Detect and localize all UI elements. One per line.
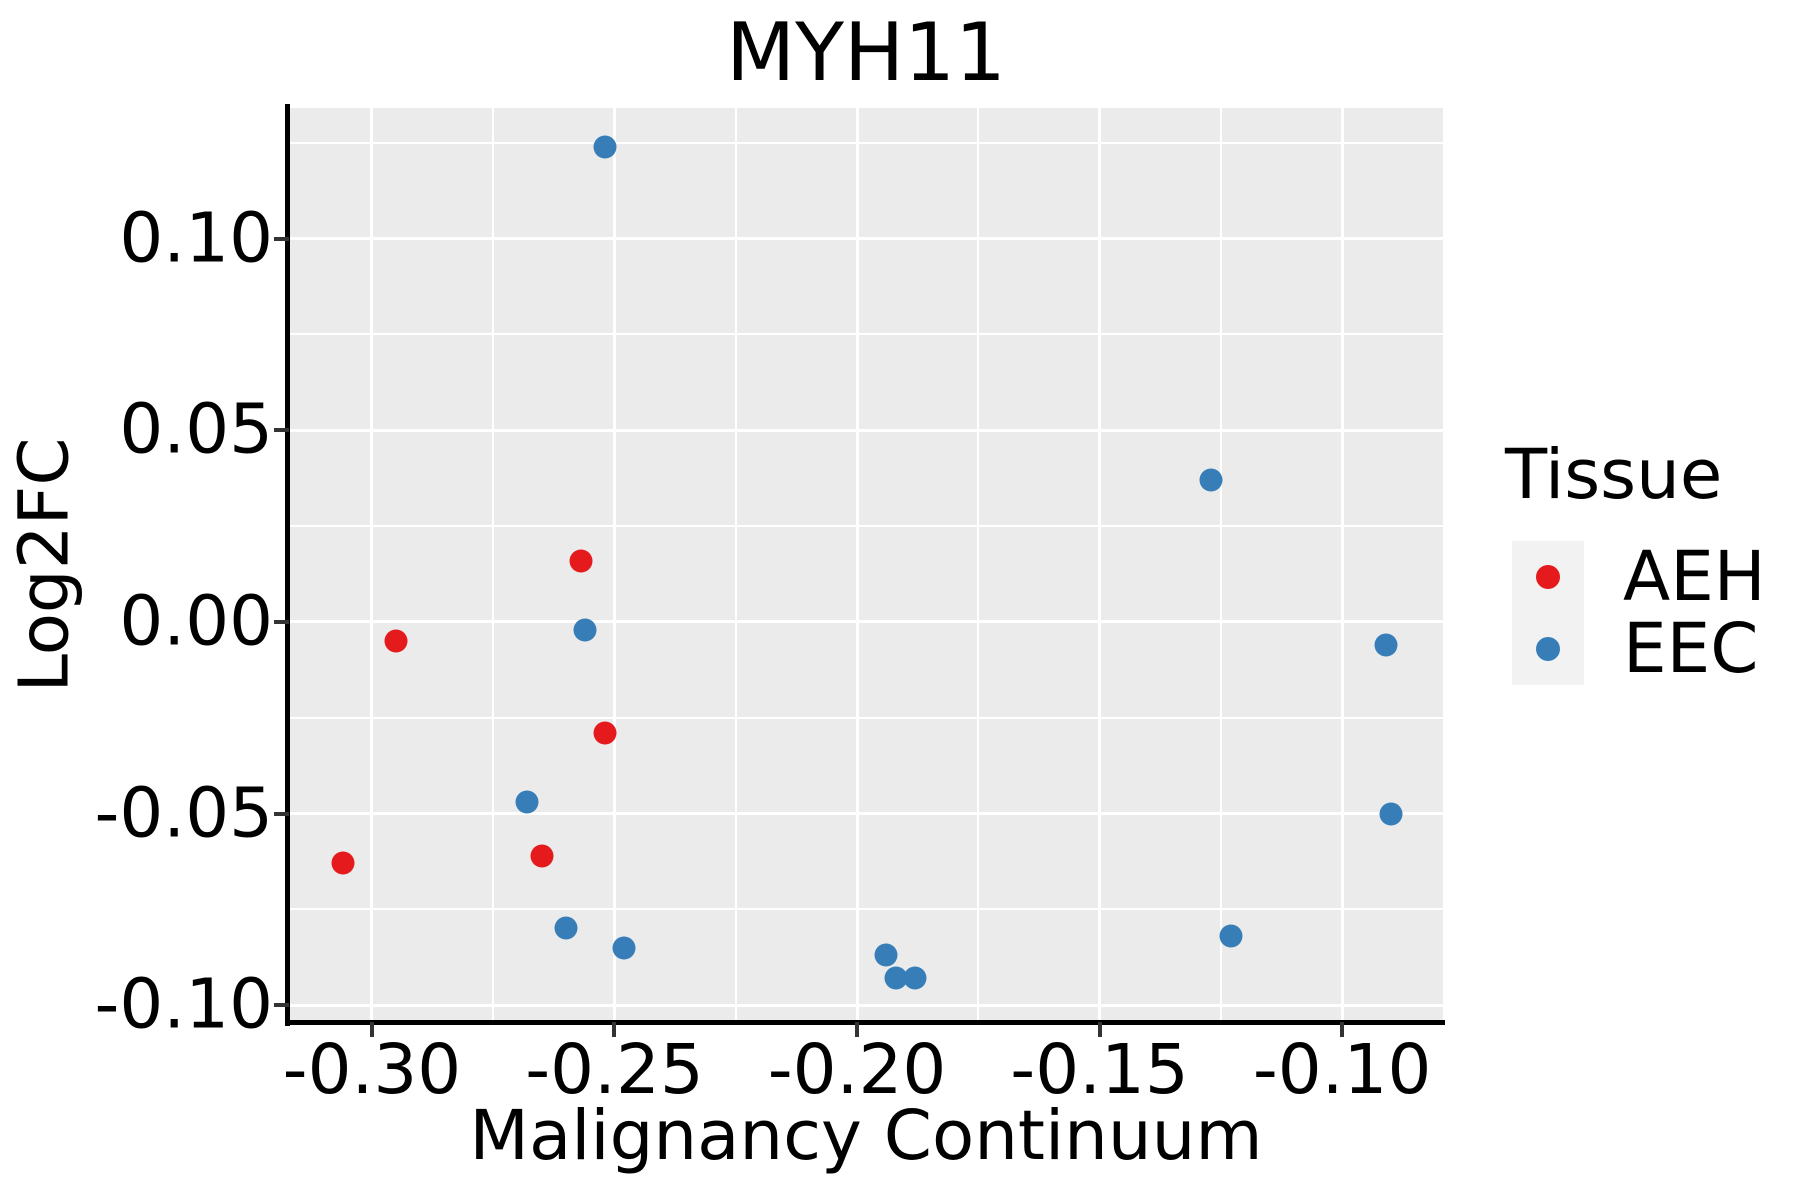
- minor-gridline-y: [289, 525, 1443, 528]
- data-point-eec: [612, 936, 636, 960]
- x-tick-mark: [1340, 1022, 1345, 1037]
- y-tick-mark: [274, 619, 289, 624]
- legend-key-box: [1512, 541, 1584, 613]
- legend-item-eec: EEC: [1512, 613, 1766, 685]
- legend-item-label: EEC: [1623, 609, 1759, 689]
- data-point-eec: [884, 966, 908, 990]
- x-tick-mark: [1097, 1022, 1102, 1037]
- data-point-aeh: [384, 629, 408, 653]
- major-gridline-x: [855, 108, 859, 1022]
- y-axis-title: Log2FC: [4, 437, 85, 693]
- data-point-eec: [593, 135, 617, 159]
- legend: Tissue AEH EEC: [1505, 437, 1766, 685]
- y-tick-label: 0.05: [119, 389, 273, 470]
- minor-gridline-y: [289, 141, 1443, 144]
- x-tick-mark: [855, 1022, 860, 1037]
- major-gridline-y: [289, 1003, 1443, 1007]
- x-tick-mark: [369, 1022, 374, 1037]
- legend-title: Tissue: [1505, 435, 1723, 515]
- data-point-aeh: [331, 851, 355, 875]
- minor-gridline-x: [977, 108, 980, 1022]
- x-tick-label: -0.30: [282, 1030, 462, 1110]
- data-point-aeh: [569, 549, 593, 573]
- legend-marker-eec: [1536, 637, 1560, 661]
- plot-area: [289, 108, 1443, 1022]
- y-tick-label: 0.10: [119, 198, 273, 279]
- major-gridline-y: [289, 812, 1443, 816]
- x-axis-title: Malignancy Continuum: [469, 1096, 1263, 1176]
- minor-gridline-x: [1219, 108, 1222, 1022]
- major-gridline-y: [289, 237, 1443, 241]
- major-gridline-x: [1340, 108, 1344, 1022]
- x-axis-spine: [285, 1020, 1445, 1025]
- major-gridline-x: [612, 108, 616, 1022]
- y-tick-mark: [274, 236, 289, 241]
- plot-title: MYH11: [726, 6, 1006, 99]
- data-point-eec: [1199, 468, 1223, 492]
- major-gridline-x: [370, 108, 374, 1022]
- x-tick-label: -0.10: [1252, 1030, 1432, 1110]
- y-tick-mark: [274, 1003, 289, 1008]
- minor-gridline-x: [492, 108, 495, 1022]
- minor-gridline-x: [734, 108, 737, 1022]
- data-point-eec: [554, 916, 578, 940]
- legend-key-box: [1512, 613, 1584, 685]
- data-point-aeh: [593, 721, 617, 745]
- data-point-eec: [874, 943, 898, 967]
- minor-gridline-y: [289, 908, 1443, 911]
- major-gridline-x: [1098, 108, 1102, 1022]
- y-tick-mark: [274, 811, 289, 816]
- minor-gridline-y: [289, 716, 1443, 719]
- data-point-eec: [1374, 633, 1398, 657]
- data-point-eec: [1379, 802, 1403, 826]
- legend-item-aeh: AEH: [1512, 541, 1766, 613]
- legend-item-label: AEH: [1623, 537, 1766, 617]
- x-tick-label: -0.15: [1010, 1030, 1189, 1110]
- data-point-aeh: [530, 844, 554, 868]
- x-tick-label: -0.20: [767, 1030, 947, 1110]
- data-point-eec: [515, 790, 539, 814]
- x-tick-mark: [612, 1022, 617, 1037]
- legend-marker-aeh: [1536, 565, 1560, 589]
- x-tick-label: -0.25: [525, 1030, 704, 1110]
- data-point-eec: [903, 966, 927, 990]
- data-point-eec: [573, 618, 597, 642]
- y-tick-label: 0.00: [119, 581, 273, 662]
- major-gridline-y: [289, 428, 1443, 432]
- major-gridline-y: [289, 620, 1443, 624]
- minor-gridline-y: [289, 333, 1443, 336]
- y-tick-label: -0.05: [94, 773, 273, 854]
- legend-items: AEH EEC: [1512, 541, 1766, 685]
- y-axis-spine: [285, 104, 290, 1026]
- y-tick-label: -0.10: [94, 964, 273, 1045]
- data-point-eec: [1219, 924, 1243, 948]
- y-tick-mark: [274, 428, 289, 433]
